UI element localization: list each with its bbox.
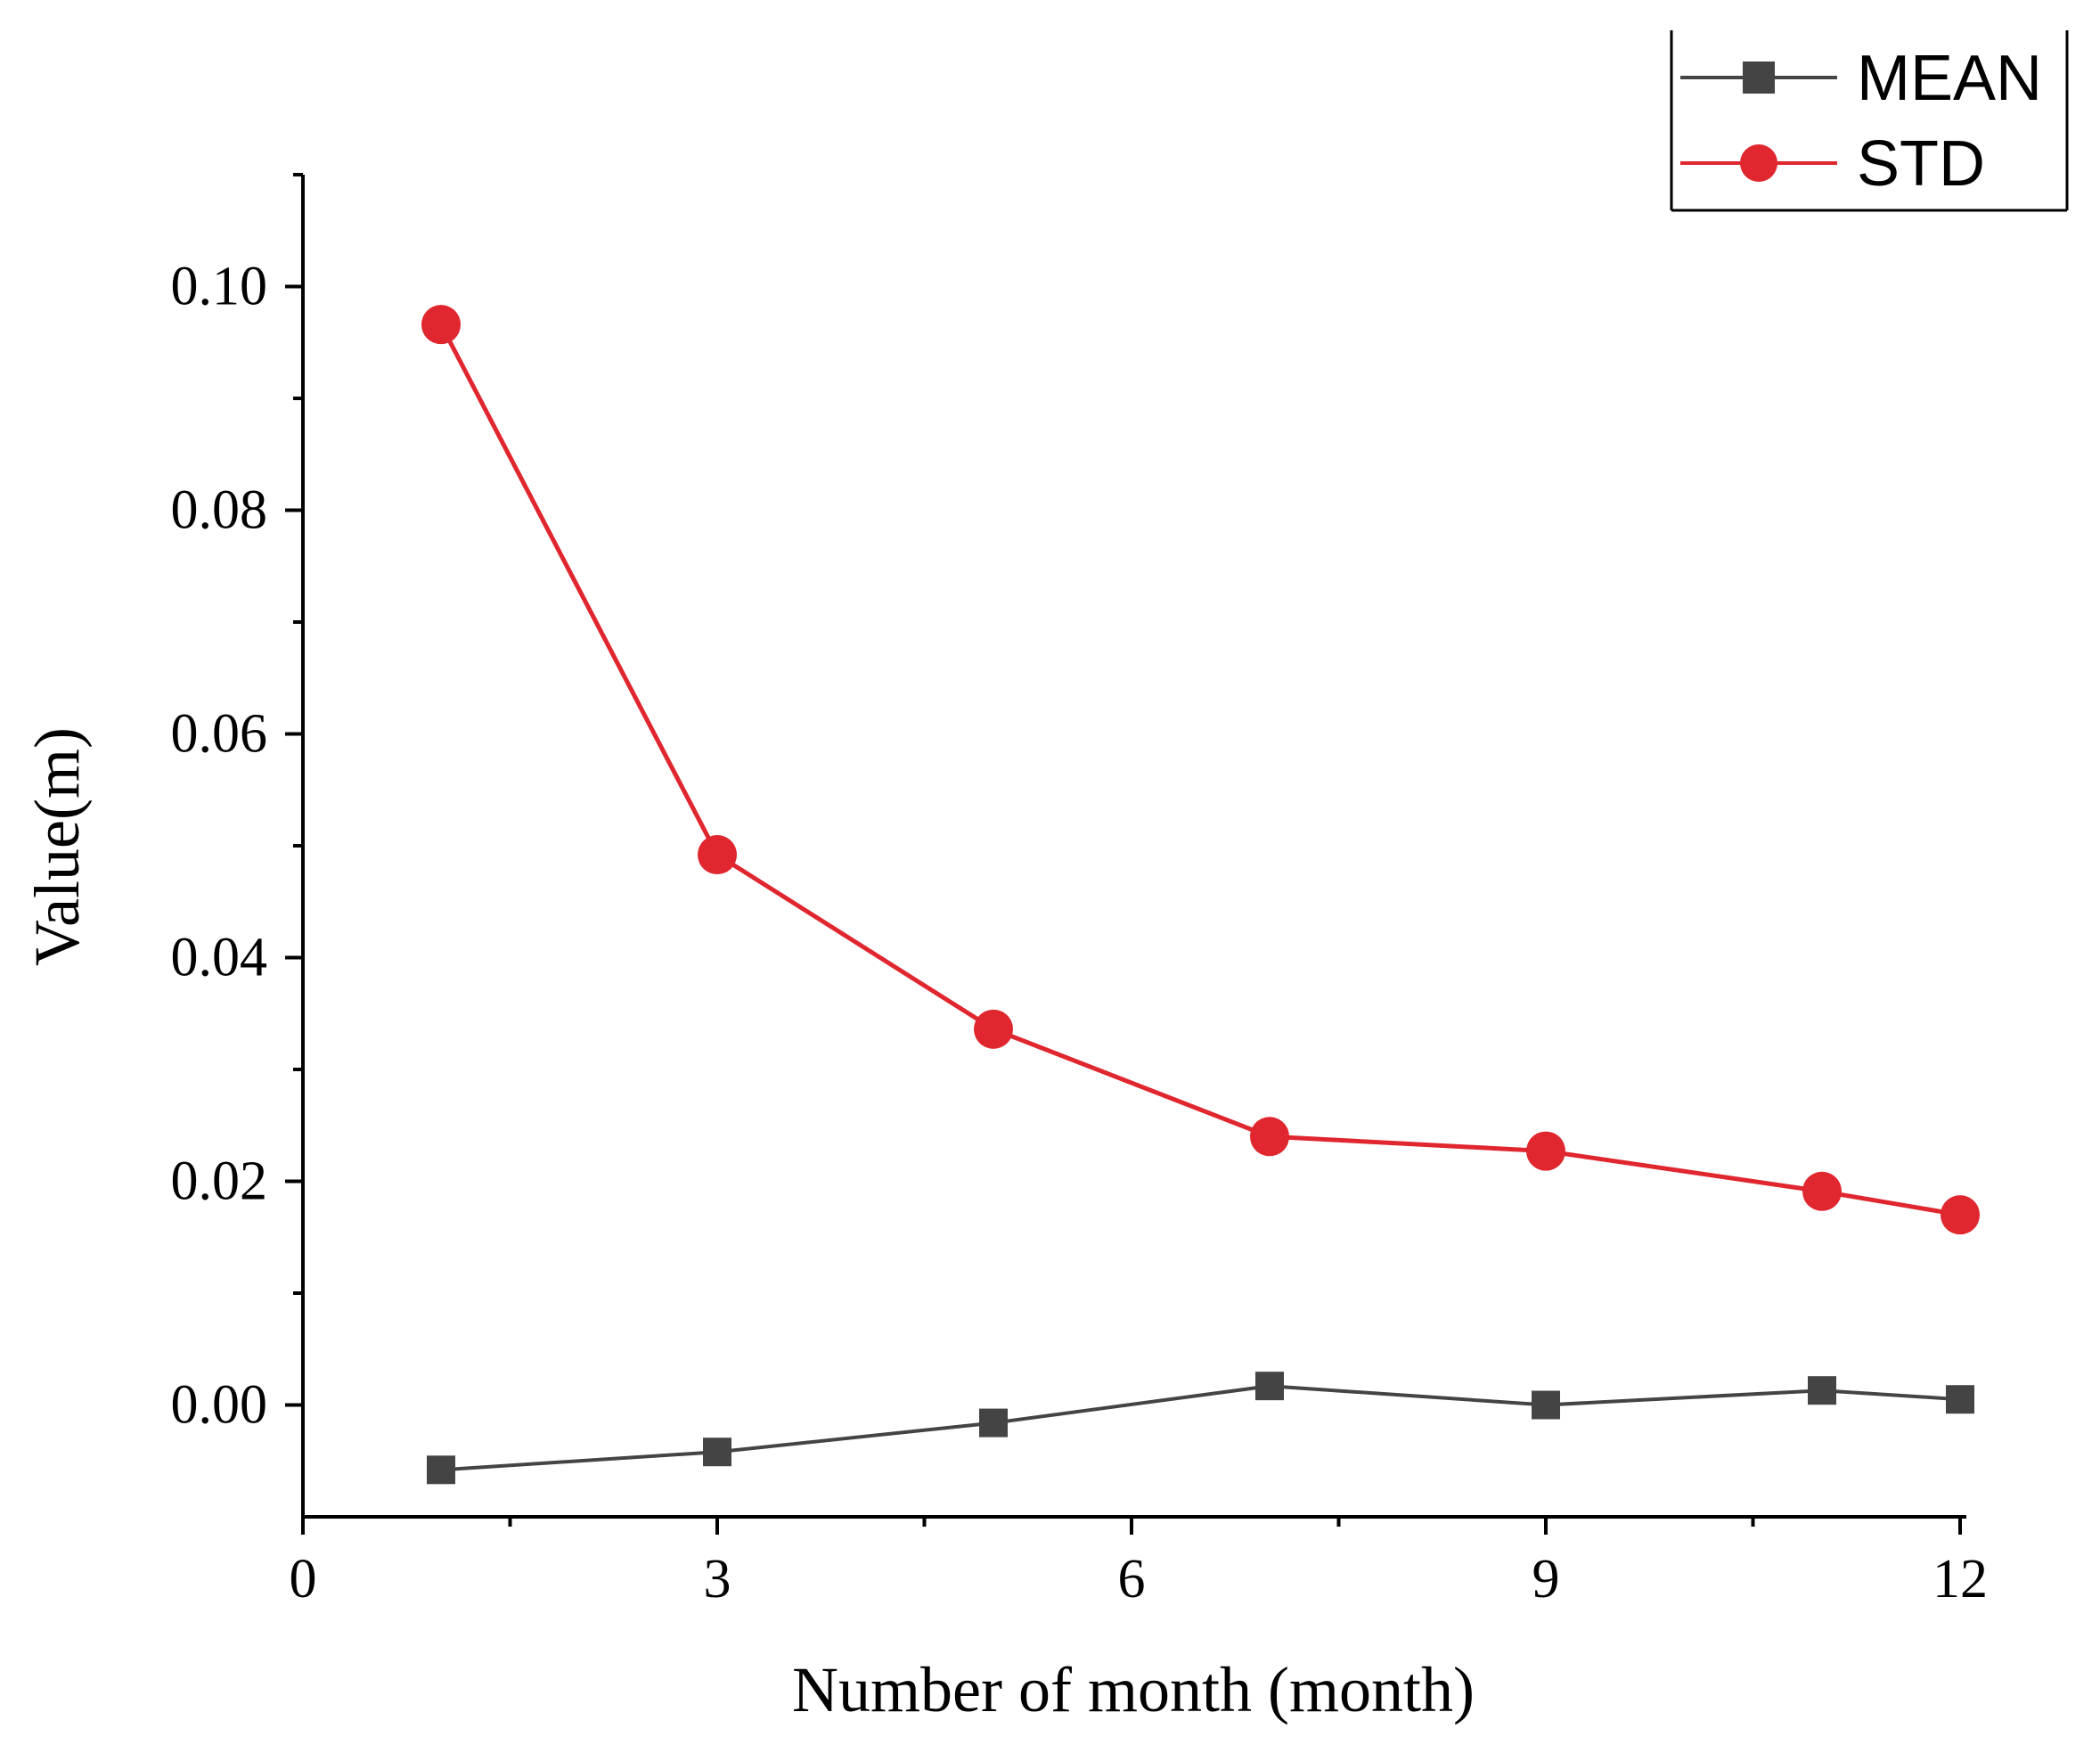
series-std-point	[974, 1009, 1013, 1049]
series-mean-point	[703, 1438, 731, 1467]
y-axis-title: Value(m)	[21, 727, 93, 966]
series-mean-point	[1255, 1372, 1284, 1401]
series-std-point	[421, 305, 461, 345]
y-tick-label: 0.06	[171, 704, 268, 765]
legend-box	[1671, 30, 2067, 210]
series-std	[421, 305, 1980, 1235]
x-axis-title: Number of month (month)	[792, 1654, 1475, 1725]
series-mean-point	[427, 1455, 455, 1485]
series-mean-point	[1946, 1385, 1974, 1414]
y-ticks: 0.00 0.02 0.04 0.06 0.08 0.10	[171, 173, 303, 1436]
series-mean-point	[979, 1408, 1008, 1438]
series-layer	[421, 305, 1980, 1485]
x-tick-label: 6	[1118, 1549, 1146, 1610]
x-tick-label: 9	[1532, 1549, 1560, 1610]
legend-std-marker	[1740, 144, 1777, 182]
legend: MEAN STD	[1670, 30, 2069, 212]
series-std-point	[698, 835, 737, 875]
axes	[301, 175, 1966, 1519]
legend-mean-label: MEAN	[1857, 43, 2042, 114]
series-std-point	[1941, 1195, 1980, 1235]
series-mean-point	[1532, 1390, 1560, 1420]
series-mean-point	[1808, 1376, 1836, 1405]
x-ticks: 0 3 6 9 12	[290, 1517, 1988, 1610]
series-mean-line	[440, 1384, 1961, 1472]
legend-mean-marker	[1743, 61, 1775, 94]
y-tick-label: 0.04	[171, 928, 268, 988]
series-std-point	[1802, 1171, 1842, 1211]
y-tick-label: 0.08	[171, 480, 268, 541]
series-mean	[427, 1372, 1974, 1485]
x-tick-label: 12	[1932, 1549, 1988, 1610]
series-std-line	[438, 324, 1961, 1217]
y-tick-label: 0.02	[171, 1151, 268, 1212]
x-tick-label: 0	[290, 1549, 317, 1610]
x-tick-label: 3	[704, 1549, 731, 1610]
y-tick-label: 0.00	[171, 1375, 268, 1436]
series-std-point	[1526, 1131, 1565, 1171]
legend-std-label: STD	[1857, 128, 1985, 200]
series-std-point	[1250, 1117, 1289, 1157]
y-tick-label: 0.10	[171, 257, 268, 317]
